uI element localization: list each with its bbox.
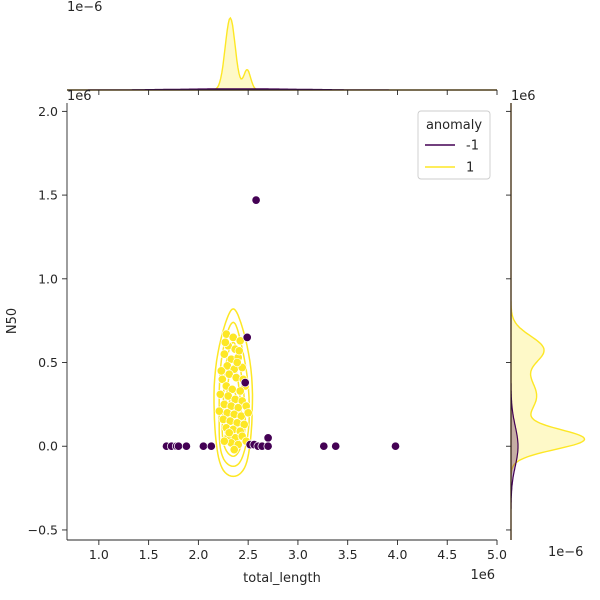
x-tick-label: 3.5 bbox=[338, 547, 358, 562]
point-class-1 bbox=[215, 389, 225, 399]
y-tick-label: 2.0 bbox=[38, 104, 58, 119]
point-class-1 bbox=[219, 349, 229, 359]
point-class-1 bbox=[216, 366, 226, 376]
right-density-class-1 bbox=[510, 103, 586, 540]
y-axis-label: N50 bbox=[5, 308, 20, 334]
point-class-minus1 bbox=[198, 441, 208, 451]
point-class-1 bbox=[220, 337, 230, 347]
point-class-1 bbox=[229, 445, 239, 455]
point-class-1 bbox=[243, 408, 253, 418]
top-marginal-offset-label: 1e−6 bbox=[67, 0, 102, 15]
point-class-minus1 bbox=[319, 441, 329, 451]
y-tick-label: 0.5 bbox=[38, 355, 58, 370]
legend: anomaly -1 1 bbox=[417, 110, 491, 180]
x-axis-ticks: 1.0 1.5 2.0 2.5 3.0 3.5 4.0 4.5 5.0 bbox=[89, 90, 507, 562]
right-marginal-axes: 1e6 1e−6 bbox=[510, 89, 586, 560]
legend-title: anomaly bbox=[426, 118, 482, 133]
point-class-1 bbox=[219, 436, 229, 446]
point-class-minus1 bbox=[206, 441, 216, 451]
point-class-1 bbox=[232, 357, 242, 368]
y-tick-label: 0.0 bbox=[38, 439, 58, 454]
legend-label-1: 1 bbox=[466, 161, 474, 176]
point-class-minus1 bbox=[251, 195, 261, 205]
point-class-minus1 bbox=[242, 332, 252, 342]
y-axis-offset-label: 1e6 bbox=[67, 89, 92, 104]
y-tick-label: 1.5 bbox=[38, 188, 58, 203]
right-marginal-density bbox=[510, 103, 586, 540]
top-density-class-1 bbox=[67, 16, 497, 91]
point-class-1 bbox=[234, 346, 244, 356]
x-tick-label: 4.0 bbox=[388, 547, 408, 562]
point-class-minus1 bbox=[263, 433, 273, 443]
x-axis-label: total_length bbox=[243, 571, 321, 586]
x-tick-label: 2.5 bbox=[238, 547, 258, 562]
point-class-minus1 bbox=[173, 441, 184, 451]
x-tick-label: 2.0 bbox=[188, 547, 208, 562]
point-class-1 bbox=[224, 428, 234, 438]
main-axes: 1.0 1.5 2.0 2.5 3.0 3.5 4.0 4.5 5.0 −0.5 0.0 0.5 1.… bbox=[5, 89, 511, 586]
x-tick-label: 3.0 bbox=[288, 547, 308, 562]
right-marginal-offset-label: 1e−6 bbox=[548, 545, 583, 560]
point-class-minus1 bbox=[331, 441, 341, 451]
point-class-minus1 bbox=[263, 441, 273, 451]
point-class-1 bbox=[214, 406, 224, 416]
point-class-minus1 bbox=[240, 378, 250, 388]
x-tick-label: 4.5 bbox=[437, 547, 457, 562]
point-class-1 bbox=[235, 386, 245, 396]
point-class-minus1 bbox=[390, 441, 401, 451]
point-class-1 bbox=[239, 419, 249, 430]
legend-label-minus1: -1 bbox=[466, 139, 479, 154]
right-marginal-top-offset-label: 1e6 bbox=[511, 89, 536, 104]
y-tick-label: 1.0 bbox=[38, 271, 58, 286]
x-tick-label: 1.0 bbox=[89, 547, 109, 562]
top-marginal-density bbox=[67, 16, 497, 91]
y-tick-label: −0.5 bbox=[28, 522, 58, 537]
scatter-points bbox=[161, 195, 401, 455]
point-class-minus1 bbox=[181, 441, 191, 451]
kde-contour-level bbox=[213, 308, 254, 478]
top-marginal-axes: 1e−6 bbox=[67, 0, 497, 91]
y-axis-ticks: −0.5 0.0 0.5 1.0 1.5 2.0 bbox=[28, 104, 511, 537]
x-tick-label: 1.5 bbox=[139, 547, 159, 562]
x-axis-offset-label: 1e6 bbox=[470, 568, 495, 583]
x-tick-label: 5.0 bbox=[487, 547, 507, 562]
